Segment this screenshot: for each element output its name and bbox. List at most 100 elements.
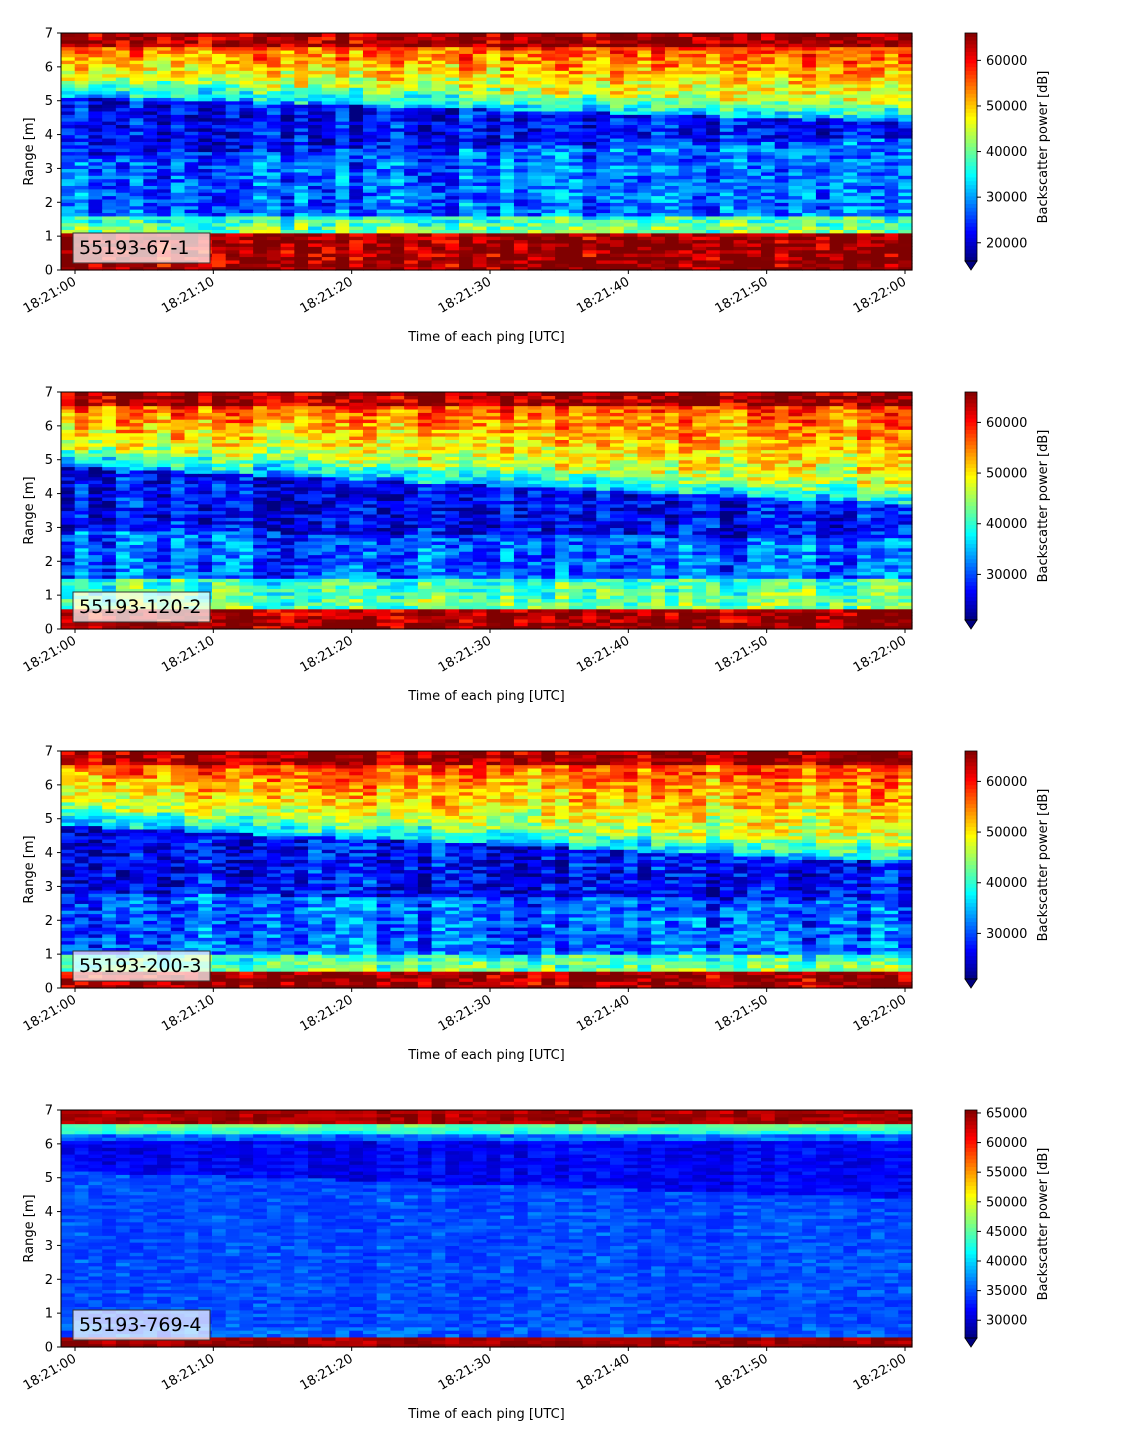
heatmap-cell: [664, 242, 680, 247]
heatmap-cell: [280, 90, 295, 95]
heatmap-cell: [692, 212, 707, 217]
heatmap-cell: [404, 222, 419, 227]
heatmap-cell: [857, 212, 872, 217]
heatmap-cell: [74, 93, 90, 98]
heatmap-cell: [225, 110, 241, 115]
heatmap-cell: [857, 148, 872, 153]
heatmap-cell: [692, 39, 707, 44]
heatmap-cell: [349, 253, 364, 258]
heatmap-cell: [610, 141, 625, 146]
heatmap-cell: [335, 121, 350, 126]
heatmap-cell: [102, 205, 117, 210]
heatmap-cell: [129, 581, 144, 586]
heatmap-cell: [623, 66, 639, 71]
heatmap-cell: [157, 63, 172, 68]
heatmap-cell: [582, 263, 597, 268]
heatmap-cell: [637, 148, 652, 153]
heatmap-cell: [500, 127, 515, 132]
heatmap-cell: [651, 185, 666, 190]
heatmap-cell: [294, 56, 309, 61]
heatmap-cell: [692, 161, 707, 166]
heatmap-cell: [211, 93, 227, 98]
heatmap-cell: [774, 249, 790, 254]
heatmap-cell: [143, 476, 158, 481]
heatmap-cell: [582, 134, 597, 139]
heatmap-cell: [61, 422, 76, 427]
heatmap-cell: [774, 225, 790, 230]
heatmap-cell: [857, 77, 872, 81]
heatmap-cell: [280, 56, 295, 61]
heatmap-cell: [308, 100, 323, 105]
heatmap-cell: [815, 137, 831, 142]
heatmap-cell: [857, 107, 872, 112]
heatmap-cell: [129, 225, 144, 230]
heatmap-cell: [761, 63, 776, 68]
heatmap-cell: [774, 242, 790, 247]
heatmap-cell: [321, 246, 337, 251]
heatmap-cell: [774, 175, 790, 180]
x-tick-label: 18:21:10: [159, 274, 217, 316]
heatmap-cell: [253, 107, 268, 112]
heatmap-cell: [486, 256, 501, 261]
heatmap-cell: [898, 137, 913, 142]
heatmap-cell: [623, 219, 639, 224]
heatmap-cell: [102, 517, 117, 522]
heatmap-cell: [211, 114, 227, 119]
heatmap-cell: [143, 83, 158, 88]
heatmap-cell: [239, 266, 254, 271]
heatmap-cell: [555, 188, 570, 193]
heatmap-cell: [692, 239, 707, 244]
heatmap-cell: [157, 70, 172, 75]
heatmap-cell: [280, 215, 295, 220]
heatmap-cell: [102, 117, 117, 122]
heatmap-cell: [815, 90, 831, 95]
heatmap-cell: [500, 107, 515, 112]
heatmap-cell: [431, 232, 446, 237]
heatmap-cell: [829, 181, 844, 186]
heatmap-cell: [143, 551, 158, 556]
heatmap-cell: [747, 219, 762, 224]
heatmap-cell: [143, 625, 158, 630]
heatmap-cell: [417, 144, 433, 149]
heatmap-cell: [610, 124, 625, 129]
heatmap-cell: [404, 107, 419, 112]
heatmap-cell: [692, 114, 707, 119]
heatmap-cell: [664, 195, 680, 200]
heatmap-cell: [88, 503, 103, 508]
heatmap-cell: [390, 137, 405, 142]
heatmap-cell: [637, 165, 652, 170]
heatmap-cell: [829, 266, 844, 271]
heatmap-cell: [376, 263, 392, 268]
heatmap-cell: [541, 90, 556, 95]
heatmap-cell: [692, 236, 707, 241]
heatmap-cell: [294, 239, 309, 244]
heatmap-cell: [815, 83, 831, 88]
heatmap-cell: [651, 158, 666, 163]
heatmap-cell: [500, 178, 515, 183]
heatmap-cell: [129, 473, 144, 478]
heatmap-cell: [376, 171, 392, 176]
heatmap-cell: [170, 107, 186, 112]
heatmap-cell: [102, 520, 117, 525]
heatmap-cell: [266, 121, 282, 126]
heatmap-cell: [623, 107, 639, 112]
heatmap-cell: [102, 202, 117, 207]
heatmap-cell: [74, 121, 90, 126]
heatmap-cell: [321, 239, 337, 244]
heatmap-cell: [513, 43, 529, 48]
heatmap-cell: [280, 236, 295, 241]
heatmap-cell: [623, 134, 639, 139]
heatmap-cell: [431, 263, 446, 268]
heatmap-cell: [706, 222, 721, 227]
heatmap-cell: [857, 36, 872, 41]
heatmap-cell: [115, 469, 131, 474]
heatmap-cell: [815, 134, 831, 139]
heatmap-cell: [115, 87, 131, 92]
heatmap-cell: [733, 266, 748, 271]
heatmap-cell: [719, 134, 735, 139]
heatmap-cell: [472, 236, 488, 241]
heatmap-cell: [294, 266, 309, 271]
heatmap-cell: [431, 219, 446, 224]
heatmap-cell: [349, 259, 364, 264]
heatmap-cell: [761, 66, 776, 71]
